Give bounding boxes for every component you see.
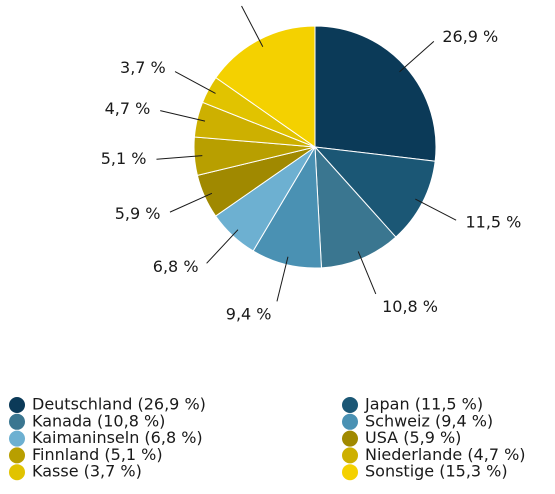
data-label: 3,7 % (120, 58, 166, 77)
pie-slice (314, 25, 437, 162)
data-label: 9,4 % (226, 305, 272, 324)
data-label: 6,8 % (153, 257, 199, 276)
legend-label: Kanada (10,8 %) (32, 411, 165, 430)
legend-label: Kasse (3,7 %) (32, 462, 142, 481)
leader-line (169, 192, 213, 213)
data-label: 15,3 % (179, 0, 235, 1)
data-label: 26,9 % (442, 27, 498, 46)
legend-label: Kaimaninseln (6,8 %) (32, 428, 203, 447)
legend-swatch (342, 464, 358, 481)
legend-swatch (342, 430, 358, 447)
legend-swatch (9, 464, 25, 481)
leader-line (399, 41, 435, 73)
legend-swatch (9, 413, 25, 430)
data-label: 5,9 % (115, 204, 161, 223)
legend-swatch (342, 447, 358, 464)
legend-label: Niederlande (4,7 %) (365, 445, 526, 464)
legend-label: Sonstige (15,3 %) (365, 462, 508, 481)
leader-line (415, 198, 457, 221)
leader-line (276, 256, 289, 302)
data-label: 11,5 % (465, 212, 521, 231)
leader-line (241, 5, 264, 48)
data-label: 4,7 % (105, 99, 151, 118)
legend-swatch (342, 413, 358, 430)
legend-swatch (9, 397, 25, 413)
leader-line (174, 71, 216, 94)
legend-label: Schweiz (9,4 %) (365, 411, 493, 430)
legend-swatch (9, 447, 25, 464)
legend-label: Deutschland (26,9 %) (32, 395, 206, 414)
leader-line (206, 229, 239, 264)
legend-label: Finnland (5,1 %) (32, 445, 163, 464)
leader-line (160, 110, 206, 122)
data-label: 5,1 % (101, 149, 147, 168)
data-label: 10,8 % (382, 297, 438, 316)
legend-swatch (342, 397, 358, 413)
leader-line (357, 251, 377, 295)
legend-swatch (9, 430, 25, 447)
leader-line (156, 155, 203, 160)
legend-label: Japan (11,5 %) (364, 395, 483, 414)
legend-label: USA (5,9 %) (365, 428, 461, 447)
